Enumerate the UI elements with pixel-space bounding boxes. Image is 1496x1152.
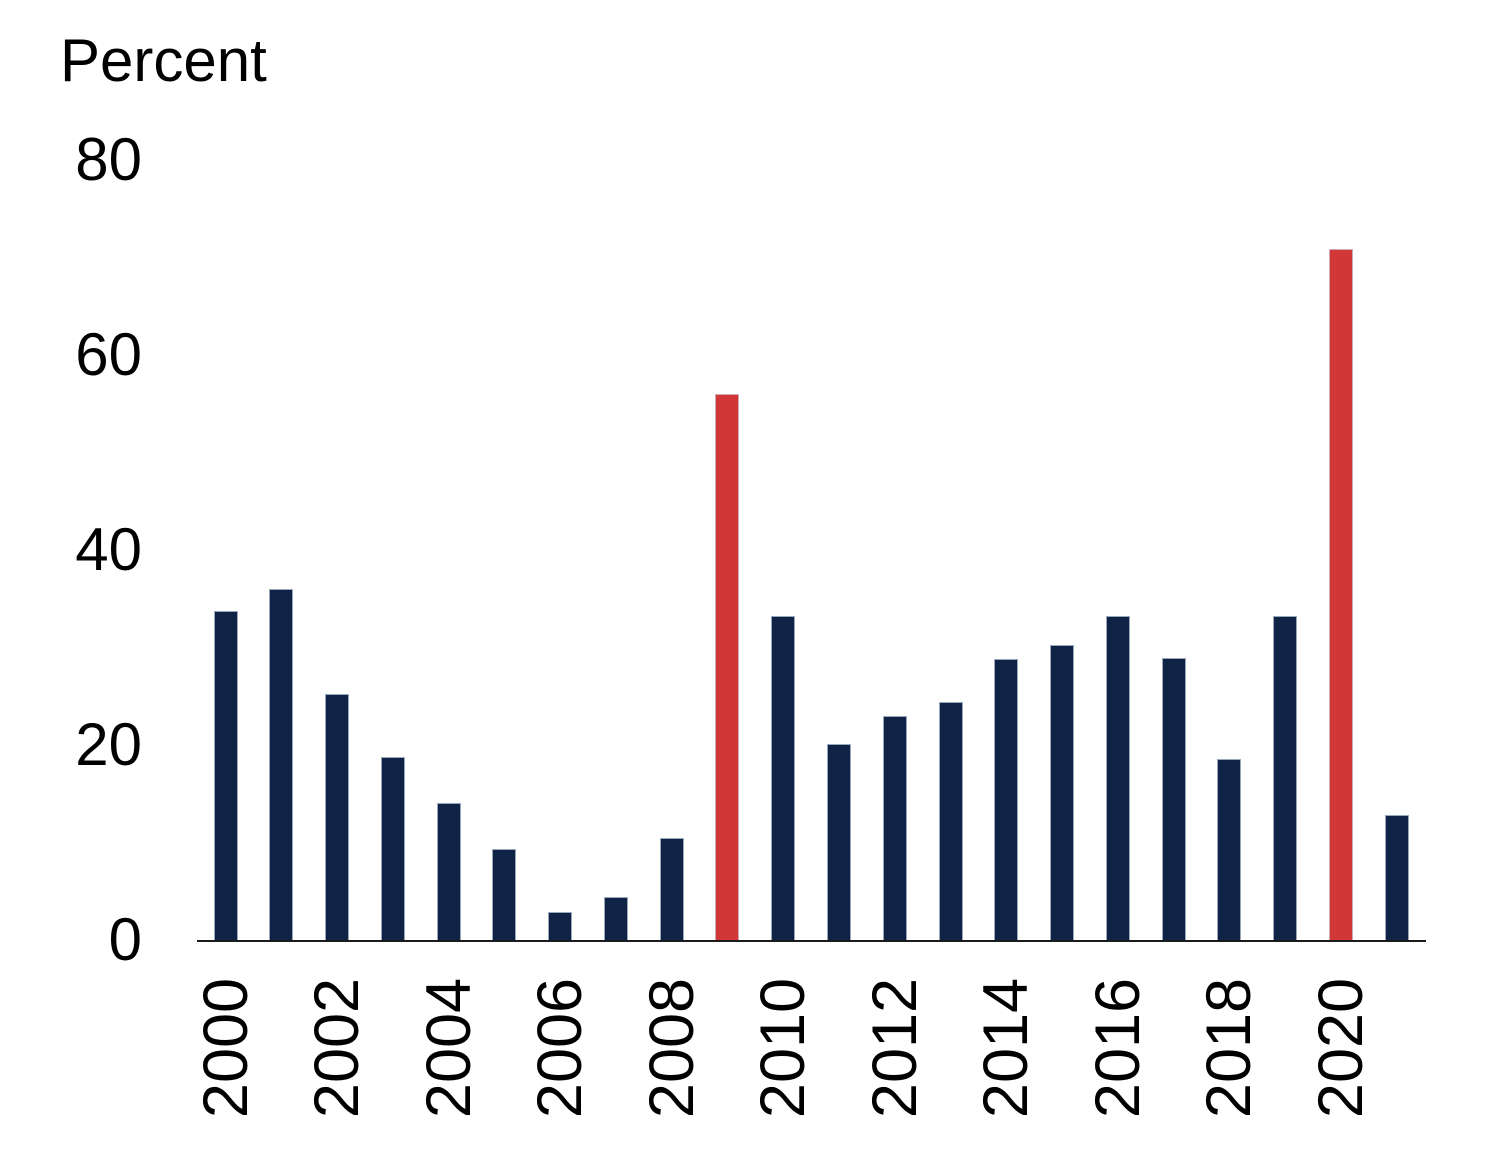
x-tick-label-2000: 2000: [190, 977, 261, 1119]
x-axis-line: [197, 940, 1426, 942]
bar-2014: [994, 659, 1019, 941]
bar-2003: [380, 756, 405, 941]
bar-2011: [826, 744, 851, 941]
y-tick-label-0: 0: [108, 906, 142, 973]
x-tick-label-2012: 2012: [859, 977, 930, 1119]
bar-2000: [213, 611, 238, 941]
x-tick-label-2020: 2020: [1305, 977, 1376, 1119]
bar-2010: [771, 616, 796, 941]
bar-2008: [659, 837, 684, 941]
bar-2020: [1328, 248, 1353, 941]
x-tick-label-2010: 2010: [748, 977, 819, 1119]
x-tick-label-2004: 2004: [413, 977, 484, 1119]
bar-2019: [1273, 616, 1298, 941]
bar-2015: [1050, 644, 1075, 941]
y-tick-label-20: 20: [75, 711, 142, 778]
bar-2016: [1105, 616, 1130, 941]
bar-2012: [882, 715, 907, 941]
bar-2007: [603, 897, 628, 941]
x-tick-label-2002: 2002: [302, 977, 373, 1119]
bar-2001: [269, 589, 294, 941]
x-tick-label-2014: 2014: [971, 977, 1042, 1119]
bar-2009: [715, 394, 740, 941]
y-axis-title: Percent: [60, 27, 267, 94]
y-tick-label-60: 60: [75, 321, 142, 388]
bar-2004: [436, 802, 461, 941]
y-tick-label-40: 40: [75, 516, 142, 583]
bar-2002: [325, 694, 350, 941]
x-tick-label-2018: 2018: [1194, 977, 1265, 1119]
x-tick-label-2016: 2016: [1082, 977, 1153, 1119]
y-tick-label-80: 80: [75, 126, 142, 193]
bar-2013: [938, 702, 963, 941]
bar-2005: [492, 849, 517, 941]
x-tick-label-2006: 2006: [525, 977, 596, 1119]
bar-2006: [548, 911, 573, 941]
x-tick-label-2008: 2008: [636, 977, 707, 1119]
bar-2021: [1384, 815, 1409, 941]
bar-2018: [1217, 758, 1242, 941]
bar-2017: [1161, 658, 1186, 941]
